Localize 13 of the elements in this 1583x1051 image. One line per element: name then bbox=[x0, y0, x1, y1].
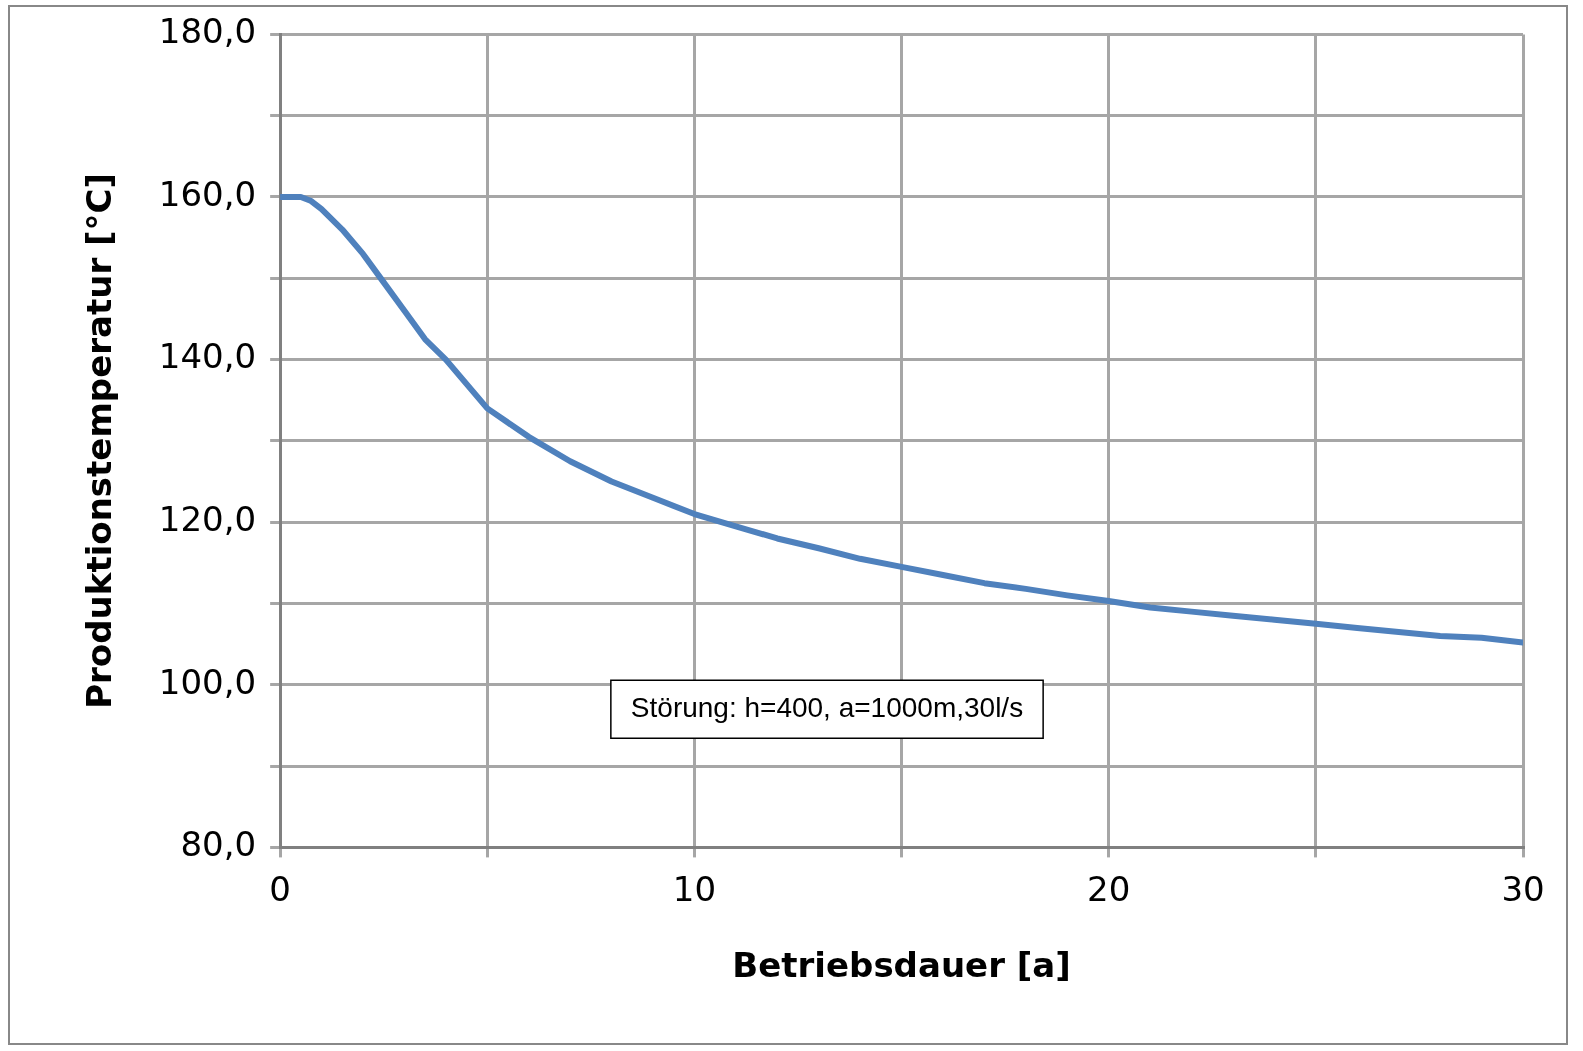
y-tick-label: 120,0 bbox=[158, 499, 257, 540]
y-tick-label: 140,0 bbox=[158, 336, 257, 377]
y-tick-label: 80,0 bbox=[180, 824, 257, 865]
y-axis-title: Produktionstemperatur [°C] bbox=[79, 172, 120, 709]
x-tick-label: 10 bbox=[672, 868, 717, 909]
y-tick-label: 160,0 bbox=[158, 173, 257, 214]
annotation: Störung: h=400, a=1000m,30l/s bbox=[630, 691, 1024, 723]
x-tick-label: 20 bbox=[1087, 868, 1131, 909]
x-tick-label: 0 bbox=[269, 868, 291, 909]
x-axis-title: Betriebsdauer [a] bbox=[732, 945, 1071, 986]
y-tick-label: 100,0 bbox=[158, 661, 257, 702]
y-tick-label: 180,0 bbox=[158, 11, 257, 52]
x-tick-label: 30 bbox=[1501, 868, 1545, 909]
